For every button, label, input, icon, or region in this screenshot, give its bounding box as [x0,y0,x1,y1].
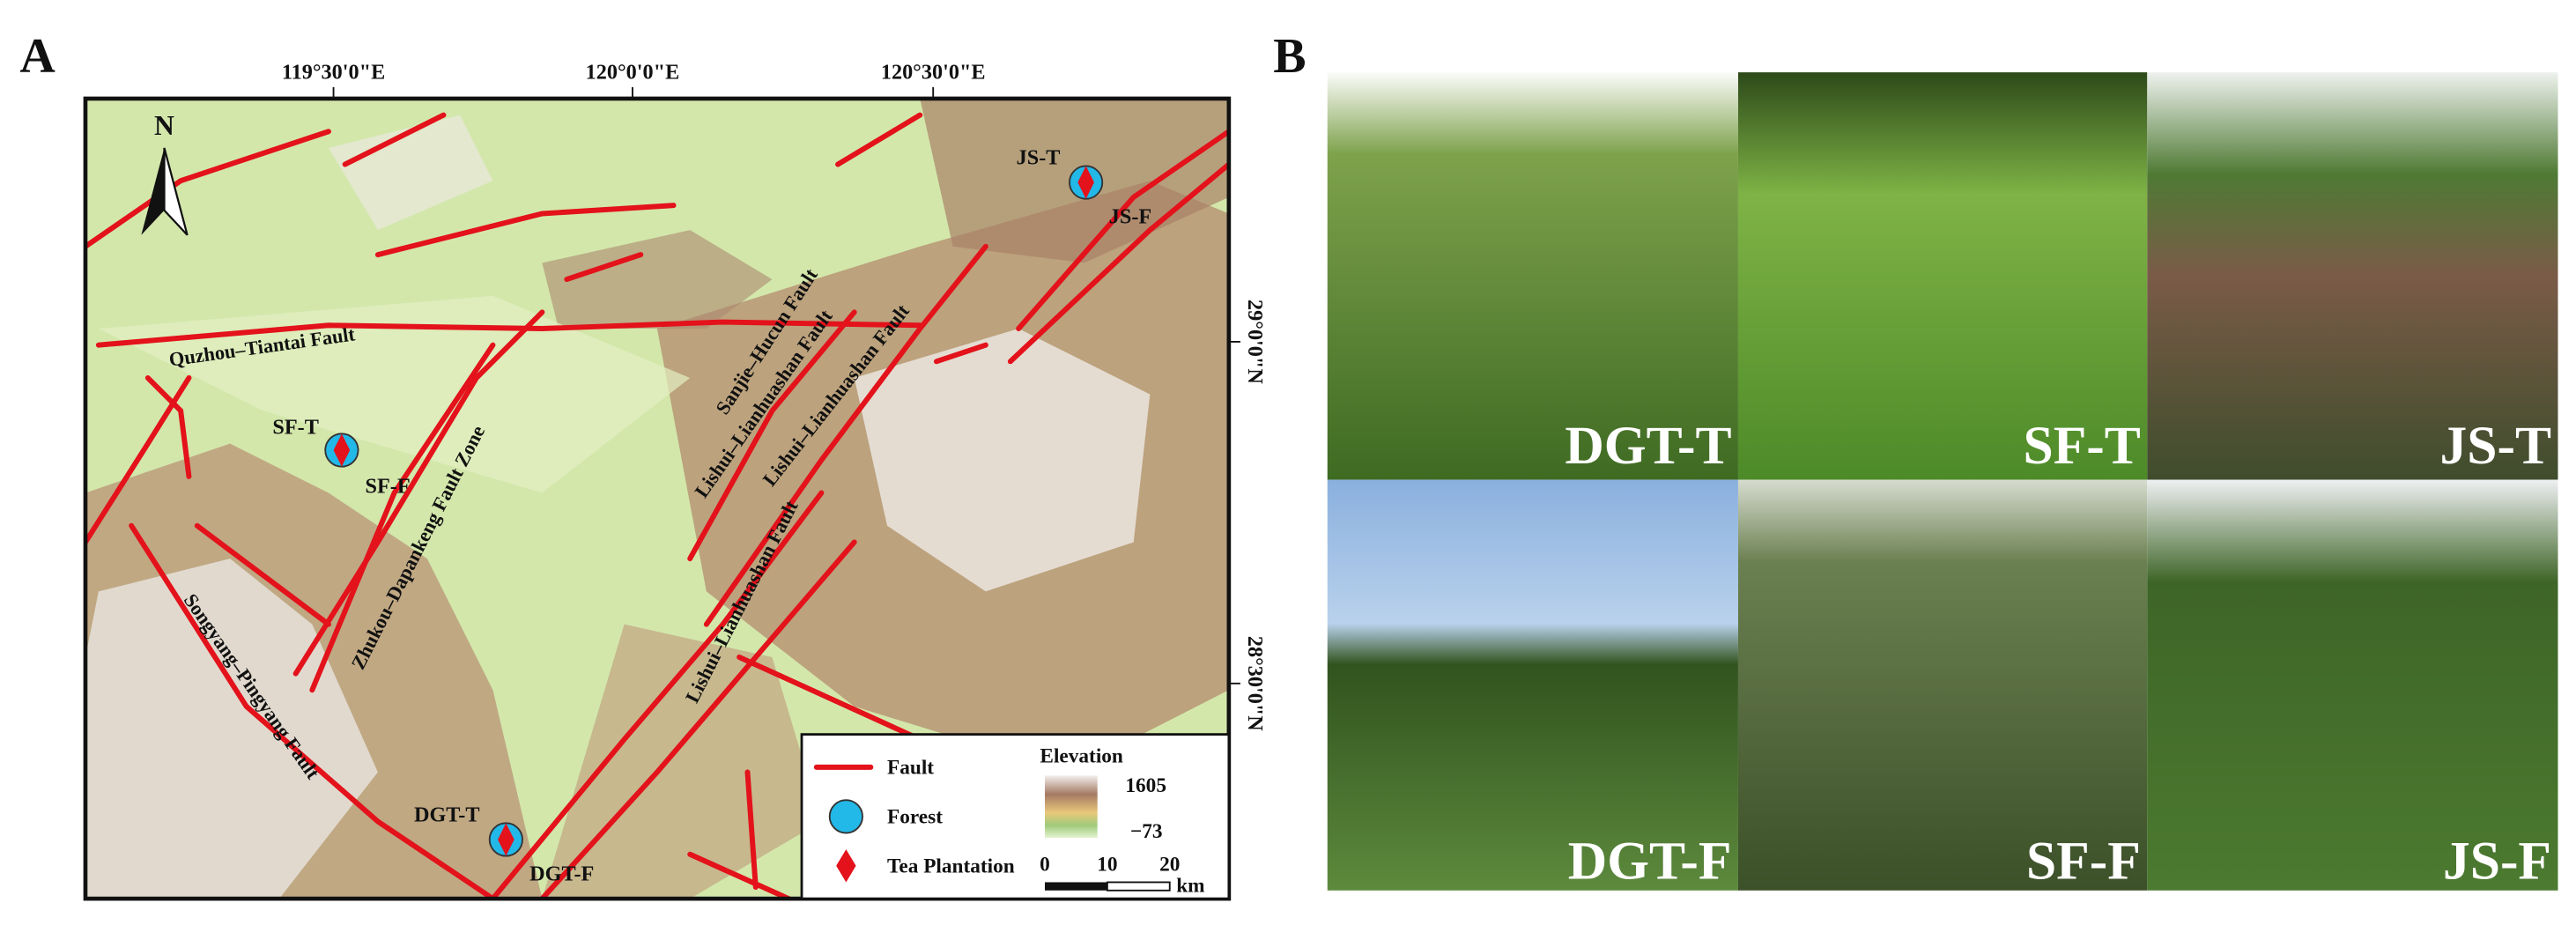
scale-tick: 0 [1040,853,1050,876]
site-label: SF-T [272,415,319,439]
site-dgt: DGT-T DGT-F [414,803,594,885]
map [85,98,1229,899]
photo-label: DGT-T [1565,416,1731,476]
north-arrow: N [141,110,189,236]
site-label: DGT-F [529,862,594,886]
lon-label: 119°30'0"E [282,61,385,85]
site-label: SF-F [366,474,411,498]
lon-label: 120°0'0"E [586,61,680,85]
elevation-min: −73 [1130,820,1163,843]
lat-label: 29°0'0"N [1243,300,1267,384]
photo-label: JS-F [2443,832,2551,892]
photo: JS-T [2147,72,2558,480]
scale-tick: 10 [1097,853,1117,876]
photo-label: SF-F [2026,832,2141,892]
photo-label: DGT-F [1568,832,1732,892]
sites: JS-T JS-F SF-T SF-F DGT-T DGT-F [272,146,1151,886]
site-label: JS-F [1109,205,1151,229]
elevation-title: Elevation [1040,744,1123,767]
photo-label: JS-T [2440,416,2552,476]
scale-unit: km [1176,875,1205,898]
photo: DGT-T [1327,72,1738,480]
legend: Fault Forest Tea Plantation Elevation 16… [800,733,1231,900]
site-label: JS-T [1017,146,1061,170]
photo: JS-F [2147,479,2558,892]
north-label: N [154,110,174,141]
legend-item: Fault [887,756,934,779]
faults [85,112,1229,899]
site-js: JS-T JS-F [1017,146,1152,229]
site-sf: SF-T SF-F [272,415,410,498]
coordinates: 119°30'0"E 120°0'0"E 120°30'0"E 29°0'0"N… [282,61,1267,732]
photo-label: SF-T [2024,416,2141,476]
map-frame [83,96,1232,901]
photo: DGT-F [1327,479,1738,892]
site-label: DGT-T [414,803,480,826]
photo: SF-F [1737,479,2148,892]
panel-label: A [19,29,55,84]
legend-item: Forest [887,805,943,828]
elevation-max: 1605 [1125,774,1166,797]
panel-label: B [1273,29,1306,84]
lat-label: 28°30'0"N [1243,636,1267,731]
lon-label: 120°30'0"E [881,61,986,85]
photo: SF-T [1737,72,2148,480]
scale-tick: 20 [1159,853,1180,876]
photo-grid: DGT-T SF-T JS-T DGT-F SF-F JS-F [1327,72,2558,892]
legend-item: Tea Plantation [887,855,1015,877]
